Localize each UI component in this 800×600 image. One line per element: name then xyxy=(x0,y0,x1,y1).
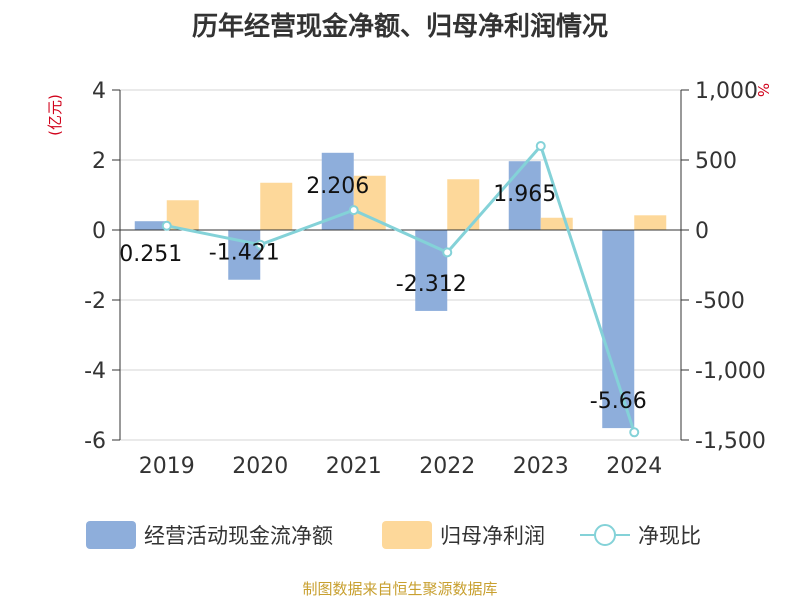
bar-cashflow-2024 xyxy=(602,230,635,429)
axes: 4 2 0 -2 -4 -6 1,000 500 0 -500 -1,000 -1,500 2019 20… xyxy=(84,79,766,479)
bar-profit-2019 xyxy=(166,200,199,230)
x-axis-tick-label: 2019 xyxy=(139,454,195,479)
legend-label-profit: 归母净利润 xyxy=(440,524,545,548)
ratio-point-2023 xyxy=(535,141,546,151)
left-axis-tick-label: 0 xyxy=(92,219,106,244)
x-axis-tick-label: 2021 xyxy=(326,454,382,479)
right-axis-tick-label: -1,000 xyxy=(695,359,766,384)
data-label-cashflow-2021: 2.206 xyxy=(306,174,369,199)
right-axis-tick-label: 1,000 xyxy=(695,79,758,104)
legend-item-profit[interactable]: 归母净利润 xyxy=(382,518,545,552)
bar-cashflow-2022 xyxy=(415,230,448,311)
bar-profit-2020 xyxy=(260,182,293,230)
legend-label-cashflow: 经营活动现金流净额 xyxy=(144,524,333,548)
x-axis-tick-label: 2020 xyxy=(232,454,288,479)
source-note: 制图数据来自恒生聚源数据库 xyxy=(302,580,498,598)
right-axis-tick-label: 0 xyxy=(695,219,709,244)
right-axis-tick-label: -500 xyxy=(695,289,745,314)
bar-cashflow-2023 xyxy=(508,161,541,230)
ratio-point-2019 xyxy=(161,220,172,231)
chart-title: 历年经营现金净额、归母净利润情况 xyxy=(191,12,608,42)
left-axis-tick-label: 2 xyxy=(92,149,106,174)
legend-item-ratio[interactable]: 净现比 xyxy=(580,518,701,552)
data-labels: 0.251 -1.421 2.206 -2.312 1.965 -5.66 xyxy=(119,174,646,414)
ratio-line-path xyxy=(166,143,636,433)
data-label-cashflow-2019: 0.251 xyxy=(119,242,182,267)
grid-lines xyxy=(120,89,681,441)
y-axis-label-left: (亿元) xyxy=(46,94,64,136)
y-axis-label-right: % xyxy=(754,83,772,97)
right-axis-tick-label: -1,500 xyxy=(695,429,766,454)
left-axis-tick-label: -6 xyxy=(84,429,106,454)
bar-profit-2024 xyxy=(634,215,667,230)
ratio-point-2020 xyxy=(255,239,266,250)
right-axis-tick-label: 500 xyxy=(695,149,737,174)
left-axis-tick-label: -4 xyxy=(84,359,106,384)
x-axis-tick-label: 2024 xyxy=(606,454,662,479)
ratio-line xyxy=(161,141,640,438)
legend-swatch-profit xyxy=(382,521,432,549)
left-axis-tick-label: -2 xyxy=(84,289,106,314)
ratio-point-2022 xyxy=(442,247,453,258)
legend-swatch-cashflow xyxy=(86,521,136,549)
ratio-point-2021 xyxy=(348,205,359,216)
data-label-cashflow-2022: -2.312 xyxy=(396,272,467,297)
ratio-point-2024 xyxy=(629,427,640,438)
data-label-cashflow-2020: -1.421 xyxy=(209,241,280,266)
bar-cashflow-2019 xyxy=(134,221,167,230)
data-label-cashflow-2023: 1.965 xyxy=(493,182,556,207)
x-axis-tick-label: 2023 xyxy=(513,454,569,479)
x-axis-tick-label: 2022 xyxy=(419,454,475,479)
legend-line-ratio-icon xyxy=(580,524,630,546)
left-axis-tick-label: 4 xyxy=(92,79,106,104)
data-label-cashflow-2024: -5.66 xyxy=(590,389,647,414)
legend-label-ratio: 净现比 xyxy=(638,524,701,548)
legend-item-cashflow[interactable]: 经营活动现金流净额 xyxy=(86,518,333,552)
